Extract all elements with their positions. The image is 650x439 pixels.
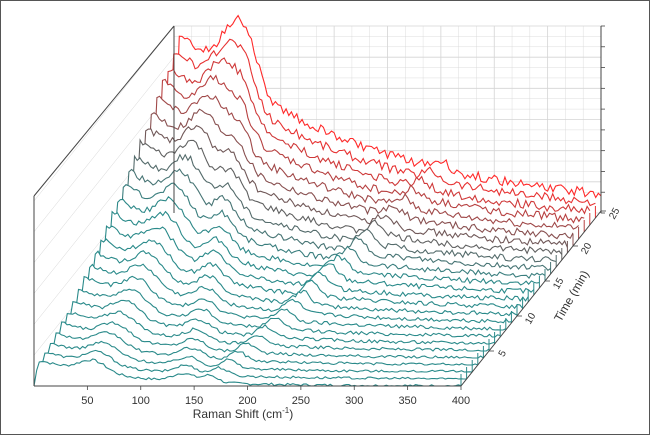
spectrum-line xyxy=(111,195,540,289)
spectrum-line xyxy=(128,153,557,268)
spectrum-line xyxy=(78,275,507,331)
x-tick-labels: 50 100 150 200 250 300 350 400 xyxy=(81,386,470,407)
spectrum-line xyxy=(106,210,535,296)
x-tick-label: 250 xyxy=(292,395,310,407)
spectrum-line xyxy=(72,288,501,338)
x-tick-label: 100 xyxy=(132,395,150,407)
spectrum-line xyxy=(50,331,478,366)
spectrum-line xyxy=(117,182,546,282)
grid-line xyxy=(33,56,175,232)
spectrum-line xyxy=(61,310,490,352)
x-tick-label: 400 xyxy=(452,395,470,407)
z-axis-title: Time (min) xyxy=(551,268,592,324)
spectrum-fill xyxy=(45,341,473,372)
spectrum-line xyxy=(44,340,473,373)
z-tick-label: 10 xyxy=(523,311,538,327)
spectrum-fill xyxy=(39,350,467,379)
x-tick-label: 300 xyxy=(345,395,363,407)
z-tick-label: 5 xyxy=(497,348,510,359)
spectrum-line xyxy=(139,125,568,254)
spectrum-line xyxy=(145,108,574,247)
spectrum-fill xyxy=(62,311,489,351)
spectrum-line xyxy=(100,225,529,303)
x-tick-label: 50 xyxy=(81,395,93,407)
spectrum-line xyxy=(156,74,585,233)
z-tick-label: 15 xyxy=(551,276,566,292)
grid-line xyxy=(33,25,175,202)
spectra-series xyxy=(33,14,602,387)
x-tick-label: 200 xyxy=(238,395,256,407)
spectrum-line xyxy=(39,349,467,380)
spectrum-line xyxy=(173,14,602,212)
spectrum-line xyxy=(55,321,484,359)
z-tick-label: 25 xyxy=(607,206,622,222)
spectrum-line xyxy=(95,238,524,310)
spectrum-line xyxy=(167,38,596,219)
spectrum-line xyxy=(89,250,518,317)
spectrum-fill xyxy=(67,300,495,344)
spectrum-line xyxy=(83,263,512,324)
z-tick-label: 20 xyxy=(579,241,594,257)
z-axis-line xyxy=(460,210,602,387)
spectrum-line xyxy=(162,57,591,226)
spectrum-line xyxy=(134,138,563,261)
spectrum-fill xyxy=(56,321,484,358)
spectrum-fill xyxy=(50,331,478,365)
spectrum-line xyxy=(151,94,579,240)
spectrum-line xyxy=(123,168,551,275)
z-tick-labels: 5 10 15 20 25 xyxy=(489,206,623,359)
x-tick-label: 350 xyxy=(398,395,416,407)
x-tick-label: 150 xyxy=(185,395,203,407)
top-left-edge xyxy=(33,25,175,197)
spectrum-fill xyxy=(34,359,461,386)
x-axis-title: Raman Shift (cm-1) xyxy=(193,406,293,421)
spectrum-line xyxy=(67,299,495,345)
